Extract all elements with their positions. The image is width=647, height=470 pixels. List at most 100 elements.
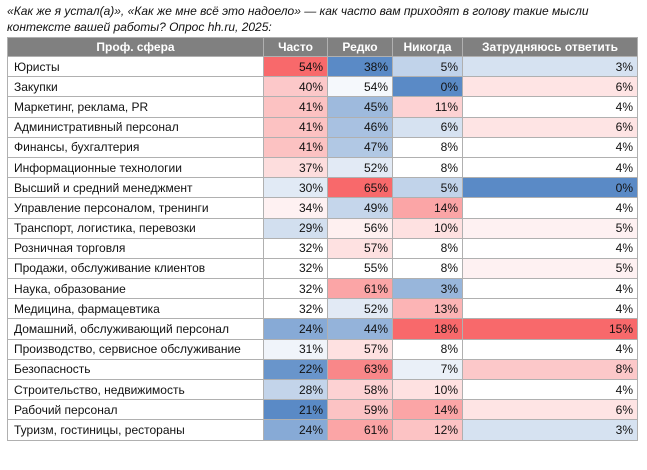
cell-never: 3% [392,278,463,300]
cell-sphere: Транспорт, логистика, перевозки [7,217,264,239]
cell-rarely: 38% [327,55,393,78]
cell-rarely: 49% [327,197,393,219]
cell-sphere: Безопасность [7,358,264,381]
cell-hard-to-say: 3% [462,419,638,441]
cell-hard-to-say: 4% [462,278,638,300]
cell-hard-to-say: 15% [462,318,638,340]
cell-often: 32% [263,298,328,320]
cell-sphere: Наука, образование [7,278,264,300]
header-hard-to-say: Затрудняюсь ответить [462,37,638,57]
header-row: Проф. сфера Часто Редко Никогда Затрудня… [7,37,638,57]
cell-rarely: 47% [327,136,393,158]
header-often: Часто [263,37,328,57]
table-row: Производство, сервисное обслуживание 31% 5… [7,338,638,360]
table-row: Маркетинг, реклама, PR 41% 45% 11% 4% [7,96,638,118]
cell-never: 6% [392,116,463,138]
cell-never: 8% [392,156,463,179]
cell-never: 0% [392,76,463,98]
cell-sphere: Медицина, фармацевтика [7,298,264,320]
table-row: Транспорт, логистика, перевозки 29% 56% 10%… [7,217,638,239]
survey-table: Проф. сфера Часто Редко Никогда Затрудня… [7,37,638,441]
cell-never: 8% [392,338,463,360]
cell-never: 13% [392,298,463,320]
cell-sphere: Строительство, недвижимость [7,378,264,401]
cell-often: 34% [263,197,328,219]
table-row: Управление персоналом, тренинги 34% 49% 14%… [7,197,638,219]
cell-rarely: 57% [327,338,393,360]
cell-sphere: Производство, сервисное обслуживание [7,338,264,360]
header-rarely: Редко [327,37,393,57]
cell-hard-to-say: 8% [462,358,638,381]
page: «Как же я устал(а)», «Как же мне всё это… [7,4,638,441]
cell-sphere: Юристы [7,55,264,78]
cell-rarely: 61% [327,419,393,441]
header-never: Никогда [392,37,463,57]
table-row: Высший и средний менеджмент 30% 65% 5% 0% [7,177,638,199]
cell-often: 32% [263,257,328,280]
cell-hard-to-say: 4% [462,197,638,219]
cell-rarely: 54% [327,76,393,98]
cell-sphere: Управление персоналом, тренинги [7,197,264,219]
table-row: Закупки 40% 54% 0% 6% [7,76,638,98]
cell-sphere: Рабочий персонал [7,399,264,421]
cell-sphere: Домашний, обслуживающий персонал [7,318,264,340]
cell-never: 7% [392,358,463,381]
cell-never: 8% [392,136,463,158]
cell-rarely: 57% [327,237,393,259]
cell-hard-to-say: 6% [462,76,638,98]
cell-sphere: Продажи, обслуживание клиентов [7,257,264,280]
cell-often: 41% [263,136,328,158]
header-sphere: Проф. сфера [7,37,264,57]
cell-never: 14% [392,197,463,219]
cell-hard-to-say: 6% [462,116,638,138]
table-row: Информационные технологии 37% 52% 8% 4% [7,156,638,179]
cell-often: 32% [263,278,328,300]
cell-sphere: Административный персонал [7,116,264,138]
cell-sphere: Информационные технологии [7,156,264,179]
cell-sphere: Туризм, гостиницы, рестораны [7,419,264,441]
cell-rarely: 56% [327,217,393,239]
cell-rarely: 52% [327,298,393,320]
table-row: Туризм, гостиницы, рестораны 24% 61% 12% 3% [7,419,638,441]
cell-often: 22% [263,358,328,381]
cell-hard-to-say: 4% [462,298,638,320]
cell-hard-to-say: 4% [462,96,638,118]
cell-hard-to-say: 3% [462,55,638,78]
cell-rarely: 61% [327,278,393,300]
cell-hard-to-say: 5% [462,217,638,239]
cell-never: 8% [392,237,463,259]
cell-never: 8% [392,257,463,280]
cell-often: 41% [263,96,328,118]
cell-never: 10% [392,378,463,401]
table-row: Медицина, фармацевтика 32% 52% 13% 4% [7,298,638,320]
table-row: Рабочий персонал 21% 59% 14% 6% [7,399,638,421]
cell-never: 11% [392,96,463,118]
cell-often: 28% [263,378,328,401]
table-row: Финансы, бухгалтерия 41% 47% 8% 4% [7,136,638,158]
cell-rarely: 59% [327,399,393,421]
cell-never: 5% [392,177,463,199]
cell-hard-to-say: 4% [462,237,638,259]
cell-hard-to-say: 4% [462,338,638,360]
cell-sphere: Розничная торговля [7,237,264,259]
cell-often: 32% [263,237,328,259]
table-caption: «Как же я устал(а)», «Как же мне всё это… [7,4,589,34]
cell-often: 21% [263,399,328,421]
cell-never: 10% [392,217,463,239]
cell-rarely: 45% [327,96,393,118]
cell-rarely: 58% [327,378,393,401]
cell-hard-to-say: 4% [462,156,638,179]
cell-rarely: 65% [327,177,393,199]
cell-often: 30% [263,177,328,199]
cell-rarely: 46% [327,116,393,138]
table-row: Продажи, обслуживание клиентов 32% 55% 8% 5% [7,257,638,280]
table-row: Розничная торговля 32% 57% 8% 4% [7,237,638,259]
cell-hard-to-say: 4% [462,136,638,158]
cell-often: 29% [263,217,328,239]
table-row: Безопасность 22% 63% 7% 8% [7,358,638,381]
cell-hard-to-say: 5% [462,257,638,280]
cell-often: 31% [263,338,328,360]
table-row: Строительство, недвижимость 28% 58% 10% 4% [7,378,638,401]
cell-never: 14% [392,399,463,421]
cell-sphere: Маркетинг, реклама, PR [7,96,264,118]
